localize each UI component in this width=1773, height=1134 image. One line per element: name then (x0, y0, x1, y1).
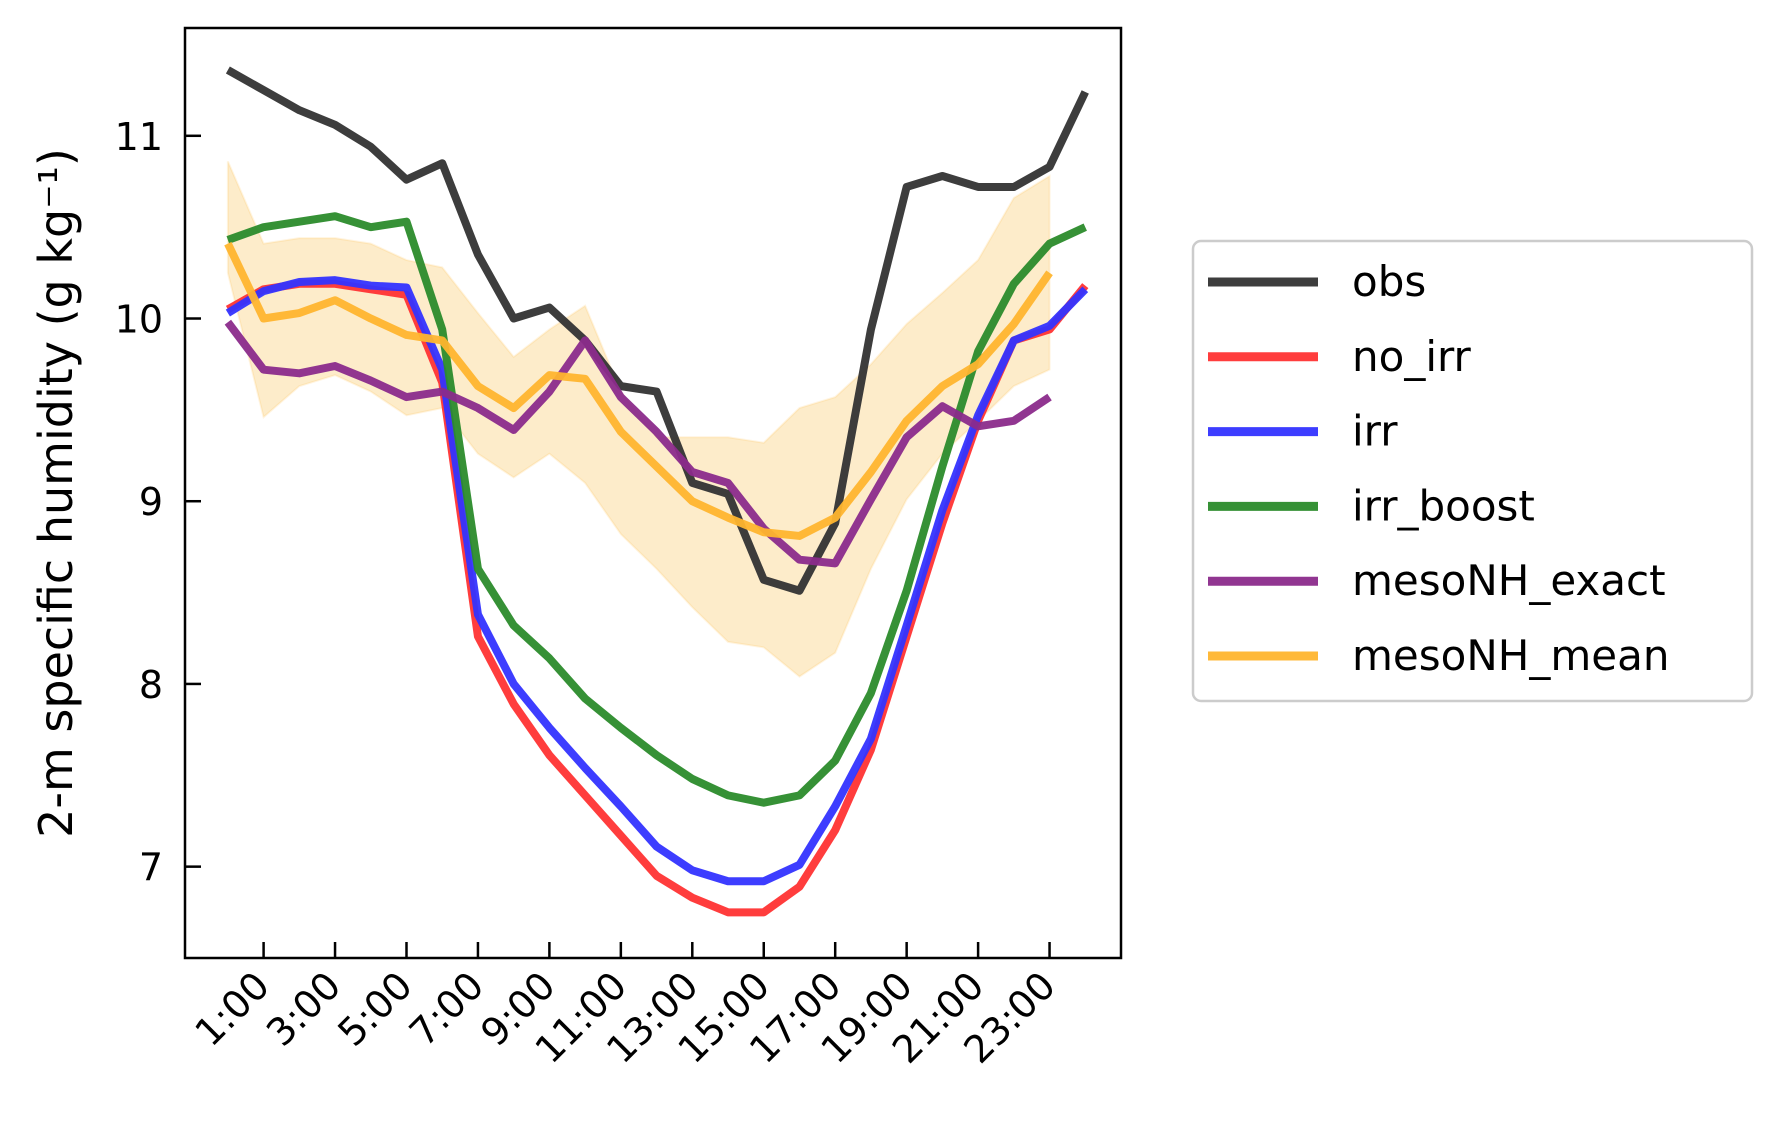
legend-label: obs (1352, 257, 1426, 306)
series-line (225, 66, 1089, 595)
plot-frame (183, 26, 1123, 960)
y-axis-label: 2-m specific humidity (g kg⁻¹) (29, 148, 83, 838)
y-tick-label: 9 (139, 480, 163, 524)
legend-label: no_irr (1352, 332, 1472, 381)
legend-box (1191, 239, 1754, 703)
legend-label: irr_boost (1352, 481, 1535, 530)
series-line (224, 241, 1053, 540)
x-tick-label: 7:00 (401, 963, 492, 1054)
y-tick-label: 10 (115, 298, 163, 342)
legend-label: mesoNH_mean (1352, 631, 1669, 680)
legend-label: mesoNH_exact (1352, 556, 1666, 605)
series-line (224, 319, 1052, 568)
x-tick-label: 5:00 (329, 963, 420, 1054)
y-tick-label: 11 (115, 115, 163, 159)
x-tick-label: 3:00 (258, 963, 349, 1054)
legend-label: irr (1352, 407, 1398, 456)
series-line (225, 276, 1089, 886)
x-tick-label: 1:00 (186, 963, 277, 1054)
y-tick-label: 8 (139, 663, 163, 707)
series-line (226, 212, 1087, 807)
y-tick-label: 7 (139, 846, 163, 890)
